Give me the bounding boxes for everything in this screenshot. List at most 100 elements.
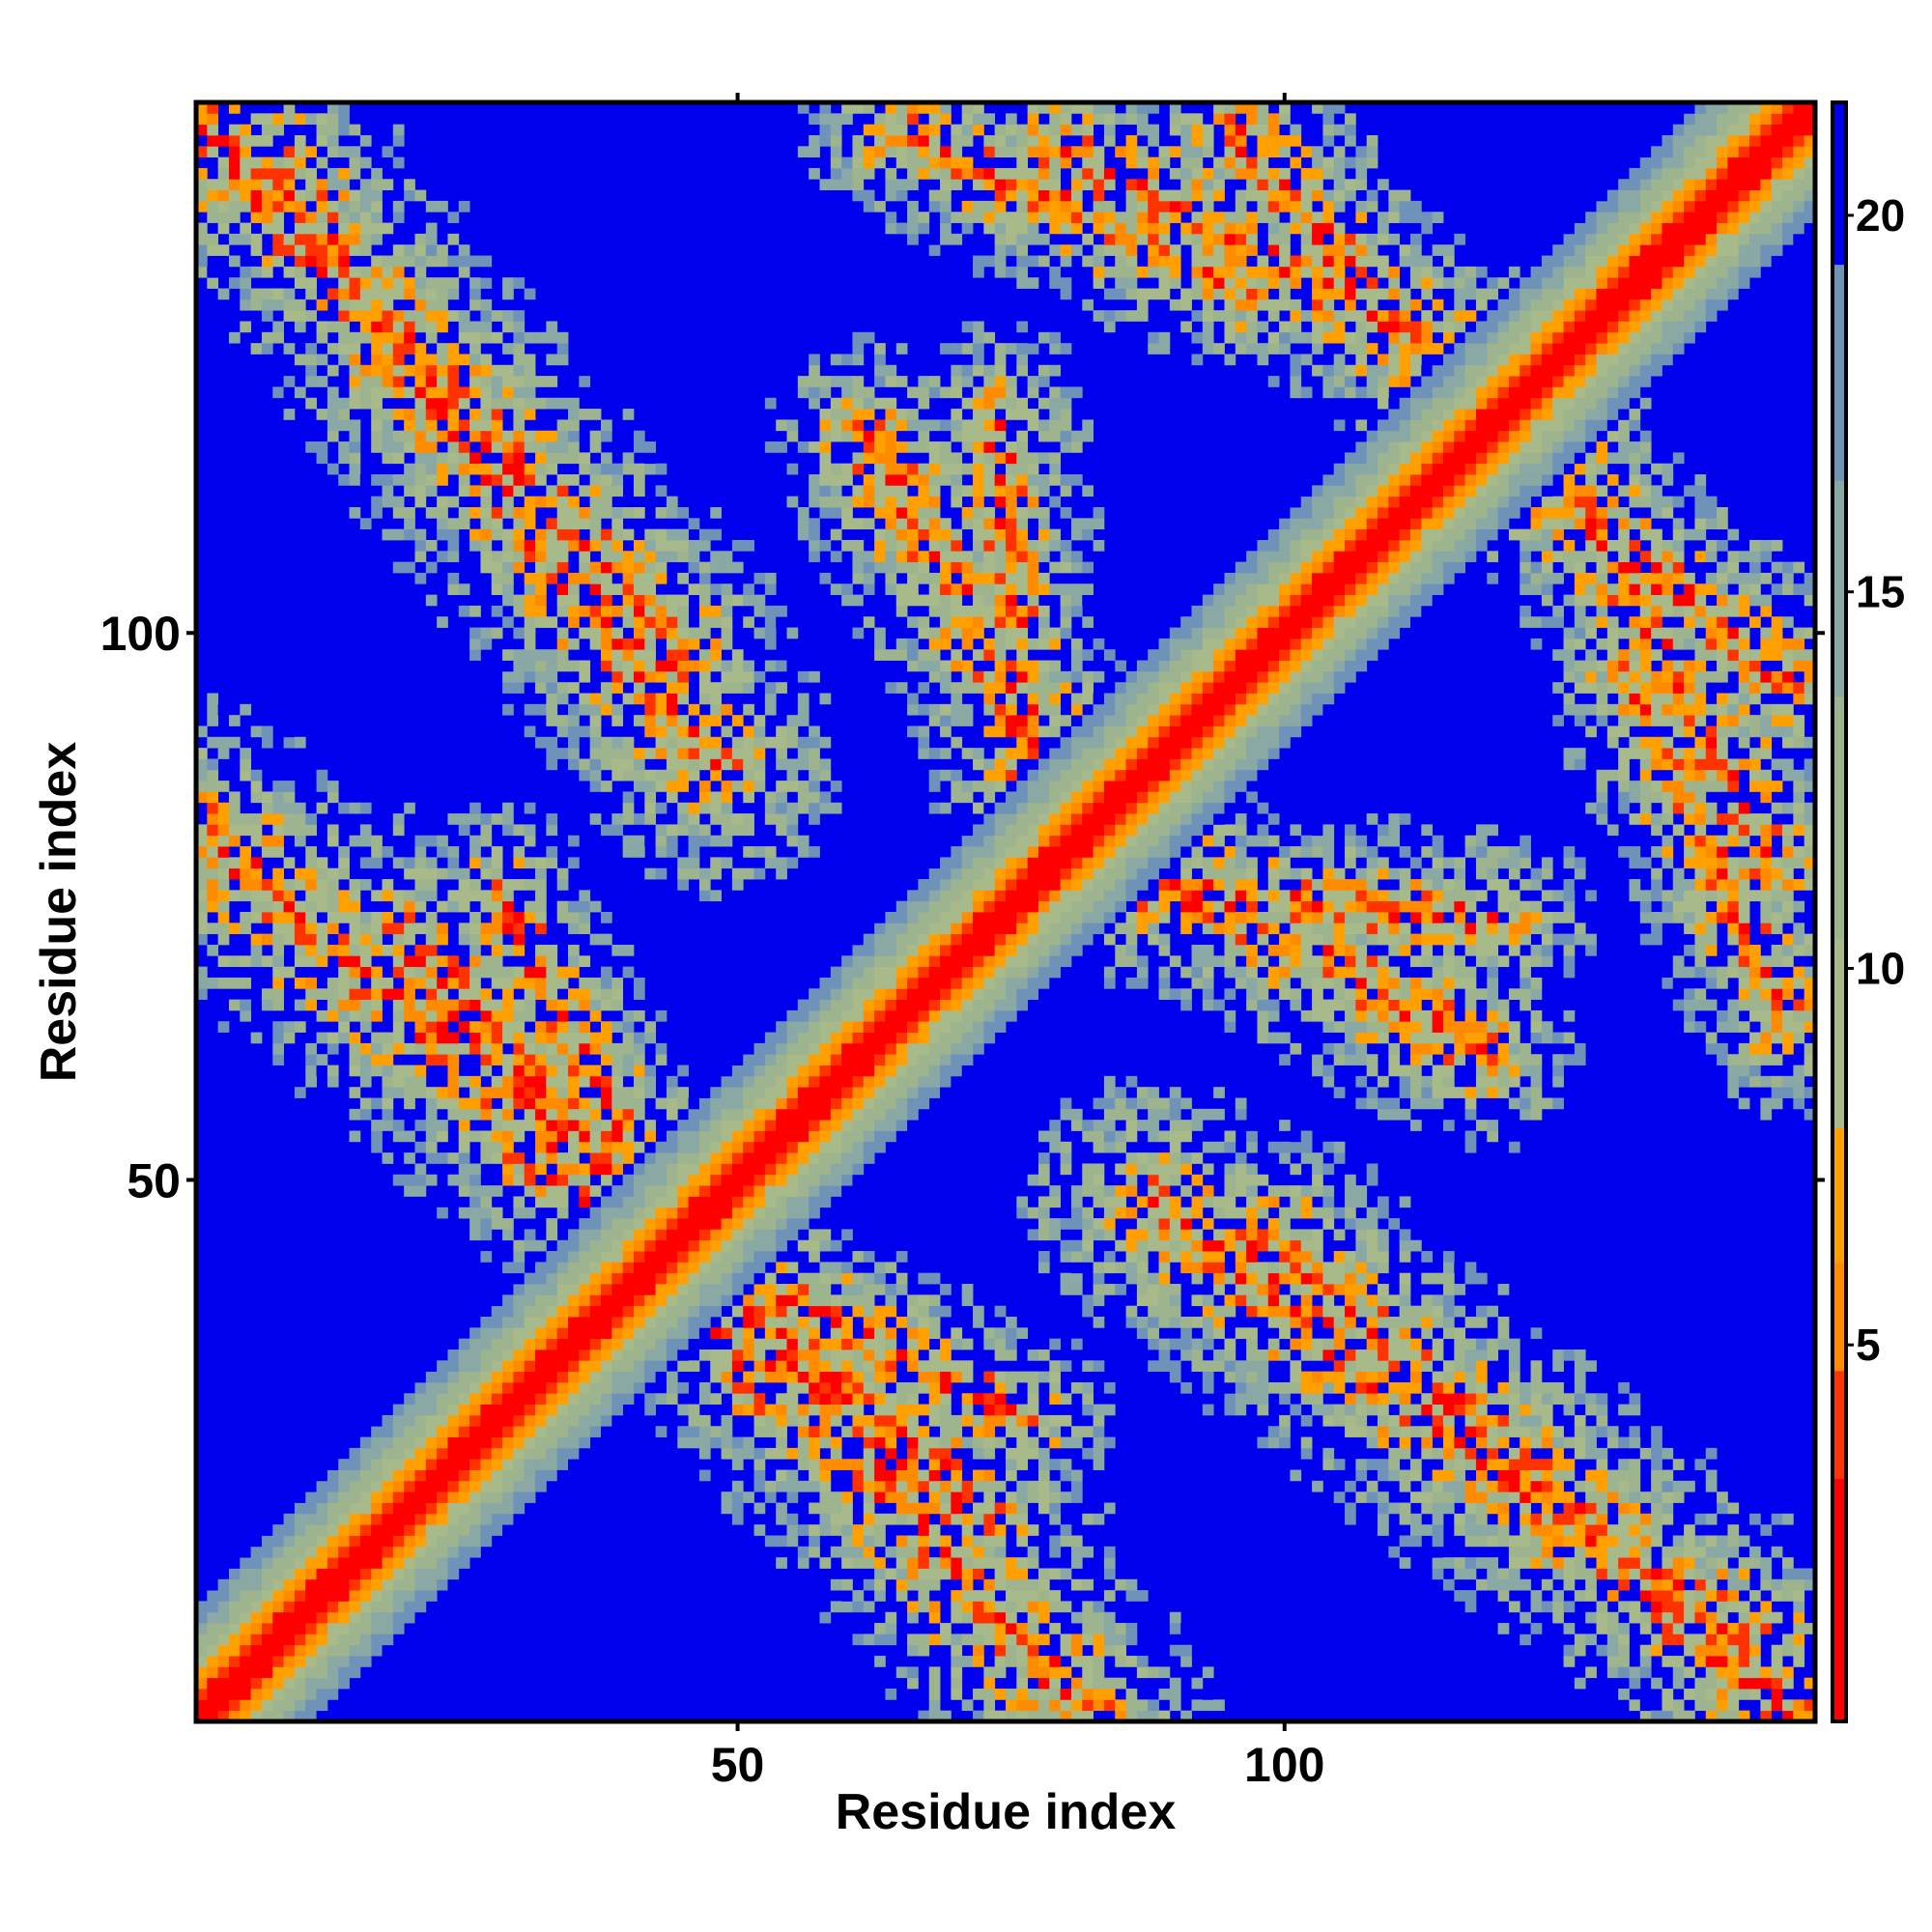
heatmap-cell [382, 321, 394, 333]
heatmap-cell [994, 769, 1007, 781]
heatmap-cell [633, 1141, 645, 1153]
heatmap-cell [502, 1492, 514, 1503]
heatmap-cell [753, 758, 766, 771]
heatmap-cell [951, 212, 963, 223]
heatmap-cell [786, 1480, 799, 1492]
heatmap-cell [392, 857, 405, 869]
heatmap-cell [589, 725, 602, 738]
heatmap-cell [863, 977, 875, 989]
heatmap-cell [863, 1042, 875, 1055]
heatmap-cell [885, 212, 897, 223]
heatmap-cell [918, 703, 930, 716]
heatmap-cell [874, 113, 886, 126]
heatmap-cell [677, 758, 689, 771]
heatmap-cell [272, 1601, 284, 1613]
heatmap-cell [951, 1459, 963, 1470]
heatmap-cell [414, 867, 427, 880]
heatmap-cell [776, 1065, 787, 1077]
heatmap-cell [797, 1294, 810, 1307]
heatmap-cell [305, 1656, 317, 1667]
heatmap-cell [907, 616, 919, 628]
heatmap-cell [414, 528, 427, 541]
heatmap-cell [819, 1054, 832, 1065]
heatmap-cell [633, 1381, 645, 1394]
heatmap-cell [546, 441, 558, 453]
heatmap-cell [698, 835, 711, 847]
heatmap-cell [611, 1404, 624, 1416]
heatmap-cell [261, 134, 273, 147]
heatmap-cell [491, 867, 503, 880]
heatmap-cell [568, 900, 580, 913]
heatmap-cell [349, 1601, 361, 1613]
heatmap-cell [359, 134, 372, 147]
heatmap-cell [841, 1141, 853, 1153]
heatmap-cell [305, 900, 317, 913]
heatmap-cell [371, 1502, 383, 1515]
heatmap-cell [721, 725, 733, 738]
heatmap-cell [973, 879, 984, 891]
heatmap-cell [458, 255, 470, 268]
heatmap-cell [611, 518, 624, 530]
heatmap-cell [611, 1075, 624, 1088]
heatmap-cell [731, 1480, 744, 1492]
heatmap-cell [437, 933, 448, 946]
heatmap-cell [535, 496, 547, 508]
heatmap-cell [994, 1578, 1007, 1591]
heatmap-cell [731, 1436, 744, 1449]
heatmap-cell [425, 233, 438, 245]
heatmap-cell [502, 1436, 514, 1449]
heatmap-cell [437, 1087, 448, 1098]
heatmap-cell [983, 255, 996, 268]
heatmap-cell [983, 670, 996, 683]
heatmap-cell [895, 977, 908, 989]
heatmap-cell [611, 1272, 624, 1285]
heatmap-cell [272, 1710, 284, 1722]
heatmap-cell [546, 1054, 558, 1065]
heatmap-cell [207, 1656, 219, 1667]
heatmap-cell [611, 1393, 624, 1405]
heatmap-cell [556, 1097, 569, 1110]
heatmap-cell [688, 1174, 700, 1186]
heatmap-cell [327, 134, 339, 147]
heatmap-cell [918, 955, 930, 968]
heatmap-cell [447, 1513, 460, 1525]
heatmap-cell [371, 266, 383, 278]
heatmap-cell [579, 1393, 591, 1405]
heatmap-cell [589, 1218, 602, 1230]
heatmap-cell [786, 1120, 799, 1131]
heatmap-cell [885, 364, 897, 377]
heatmap-cell [973, 1623, 984, 1634]
heatmap-cell [305, 222, 317, 235]
heatmap-cell [830, 1360, 842, 1373]
heatmap-cell [447, 496, 460, 508]
heatmap-cell [918, 463, 930, 475]
heatmap-cell [743, 703, 754, 716]
heatmap-cell [228, 715, 241, 726]
heatmap-cell [371, 1535, 383, 1548]
heatmap-cell [819, 1065, 832, 1077]
heatmap-cell [535, 1021, 547, 1033]
heatmap-cell [633, 1032, 645, 1044]
heatmap-cell [359, 1042, 372, 1055]
heatmap-cell [425, 288, 438, 300]
heatmap-cell [437, 200, 448, 213]
heatmap-cell [338, 867, 350, 880]
heatmap-cell [589, 769, 602, 781]
heatmap-cell [568, 966, 580, 979]
heatmap-cell [217, 179, 230, 190]
heatmap-cell [371, 1611, 383, 1624]
heatmap-cell [535, 331, 547, 344]
heatmap-cell [786, 1404, 799, 1416]
heatmap-cell [556, 354, 569, 366]
heatmap-cell [535, 463, 547, 475]
heatmap-cell [579, 1108, 591, 1121]
heatmap-cell [830, 977, 842, 989]
heatmap-cell [852, 1009, 865, 1022]
heatmap-cell [359, 1634, 372, 1646]
heatmap-cell [469, 1032, 481, 1044]
heatmap-cell [382, 474, 394, 486]
heatmap-cell [535, 1338, 547, 1350]
heatmap-cell [776, 1305, 787, 1318]
heatmap-cell [786, 1513, 799, 1525]
heatmap-cell [895, 1317, 908, 1328]
